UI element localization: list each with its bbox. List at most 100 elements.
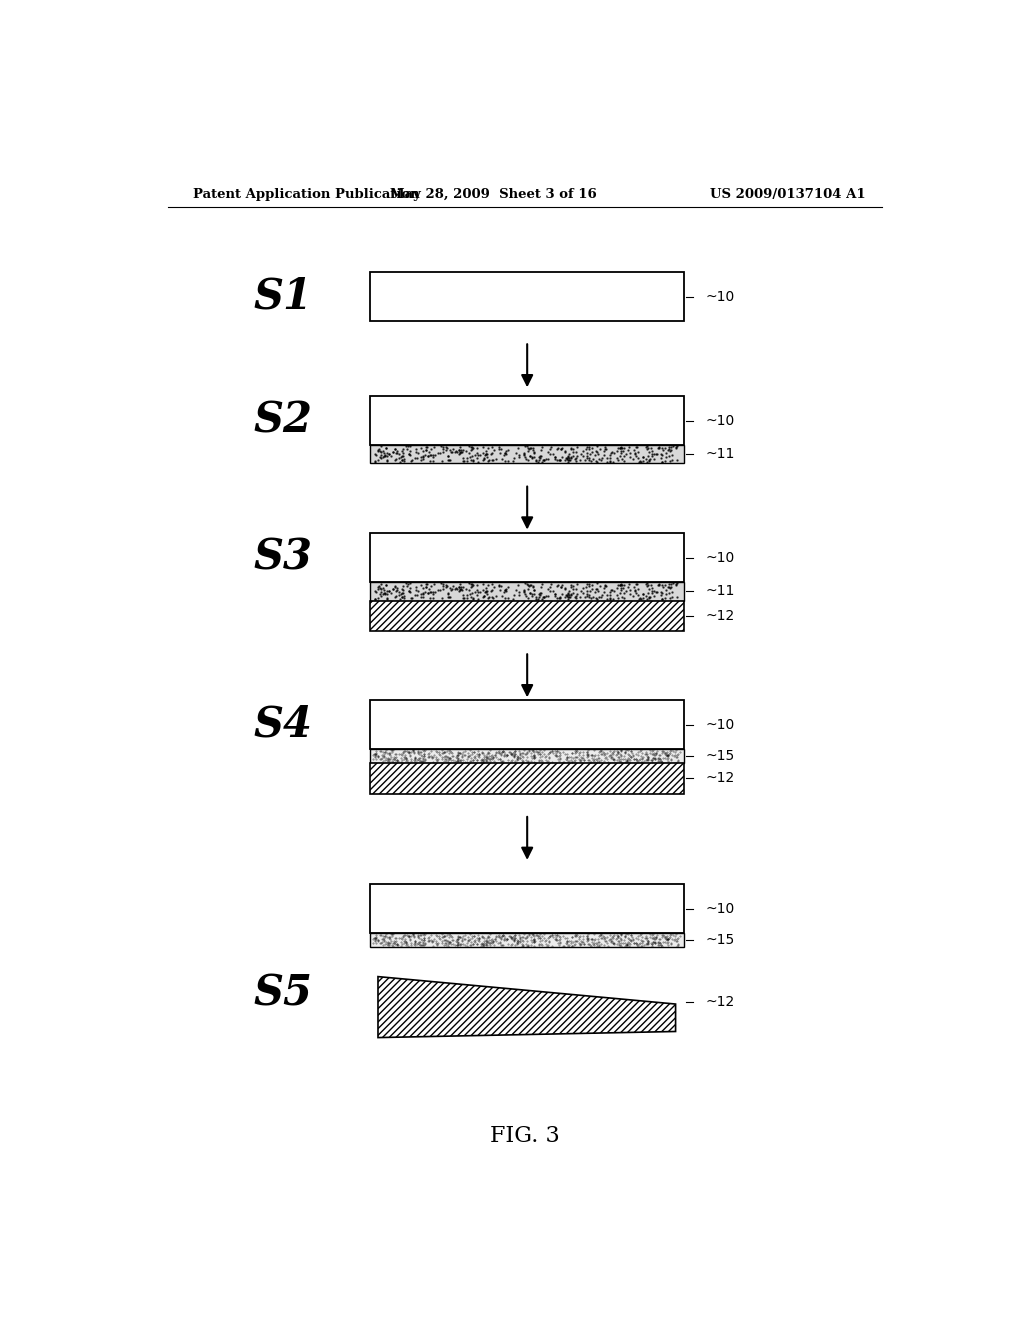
Point — [377, 582, 393, 603]
Text: US 2009/0137104 A1: US 2009/0137104 A1 — [711, 189, 866, 202]
Point — [492, 927, 508, 948]
Point — [640, 446, 656, 467]
Point — [670, 743, 686, 764]
Point — [612, 744, 629, 766]
Point — [587, 582, 603, 603]
Point — [368, 933, 384, 954]
Point — [603, 744, 620, 766]
Point — [663, 933, 679, 954]
Point — [650, 437, 667, 458]
Point — [663, 437, 679, 458]
Point — [455, 925, 471, 946]
Point — [609, 438, 626, 459]
Point — [653, 741, 670, 762]
Point — [589, 751, 605, 772]
Point — [389, 440, 406, 461]
Point — [416, 743, 432, 764]
Point — [483, 444, 500, 465]
Point — [617, 925, 634, 946]
Point — [549, 741, 565, 762]
Point — [589, 573, 605, 594]
Point — [666, 929, 682, 950]
Point — [379, 446, 395, 467]
Point — [515, 931, 531, 952]
Point — [596, 445, 612, 466]
Point — [536, 587, 552, 609]
Point — [514, 742, 530, 763]
Point — [655, 925, 672, 946]
Point — [525, 744, 542, 766]
Point — [428, 750, 444, 771]
Point — [398, 931, 415, 952]
Point — [502, 925, 518, 946]
Point — [460, 931, 476, 952]
Point — [456, 450, 472, 471]
Point — [442, 442, 459, 463]
Point — [408, 576, 424, 597]
Point — [616, 927, 633, 948]
Point — [431, 929, 447, 950]
Point — [617, 935, 634, 956]
Point — [658, 929, 675, 950]
Point — [416, 928, 432, 949]
Point — [469, 933, 485, 954]
Point — [631, 750, 647, 771]
Point — [660, 436, 677, 457]
Point — [593, 741, 609, 762]
Point — [527, 450, 544, 471]
Point — [501, 925, 517, 946]
Point — [438, 746, 455, 767]
Point — [479, 751, 496, 772]
Point — [479, 747, 496, 768]
Point — [584, 929, 600, 950]
Point — [618, 751, 635, 772]
Point — [488, 747, 505, 768]
Point — [375, 744, 391, 766]
Point — [629, 748, 645, 770]
Point — [522, 445, 539, 466]
Point — [608, 750, 625, 771]
Point — [497, 587, 513, 609]
Point — [531, 583, 548, 605]
Point — [521, 741, 538, 762]
Point — [648, 927, 665, 948]
Point — [500, 577, 516, 598]
Point — [640, 574, 656, 595]
Point — [490, 576, 507, 597]
Point — [621, 748, 637, 770]
Point — [617, 741, 634, 762]
Point — [389, 935, 406, 956]
Point — [380, 935, 396, 956]
Point — [604, 741, 621, 762]
Point — [649, 444, 666, 465]
Point — [442, 577, 459, 598]
Point — [452, 927, 468, 948]
Point — [420, 445, 436, 466]
Point — [567, 925, 584, 946]
Point — [670, 750, 686, 771]
Point — [449, 748, 465, 770]
Point — [606, 442, 623, 463]
Point — [395, 742, 412, 763]
Point — [603, 931, 620, 952]
Point — [635, 446, 651, 467]
Point — [425, 751, 441, 772]
Point — [395, 932, 412, 953]
Point — [402, 929, 419, 950]
Point — [628, 445, 644, 466]
Point — [444, 750, 461, 771]
Point — [606, 579, 623, 601]
Point — [532, 933, 549, 954]
Point — [658, 748, 675, 770]
Point — [647, 932, 664, 953]
Point — [367, 931, 383, 952]
Point — [495, 750, 511, 771]
Point — [602, 450, 618, 471]
Point — [623, 746, 639, 767]
Point — [458, 578, 474, 599]
Point — [563, 748, 580, 770]
Point — [526, 928, 543, 949]
Point — [636, 935, 652, 956]
Point — [562, 449, 579, 470]
Point — [597, 438, 613, 459]
